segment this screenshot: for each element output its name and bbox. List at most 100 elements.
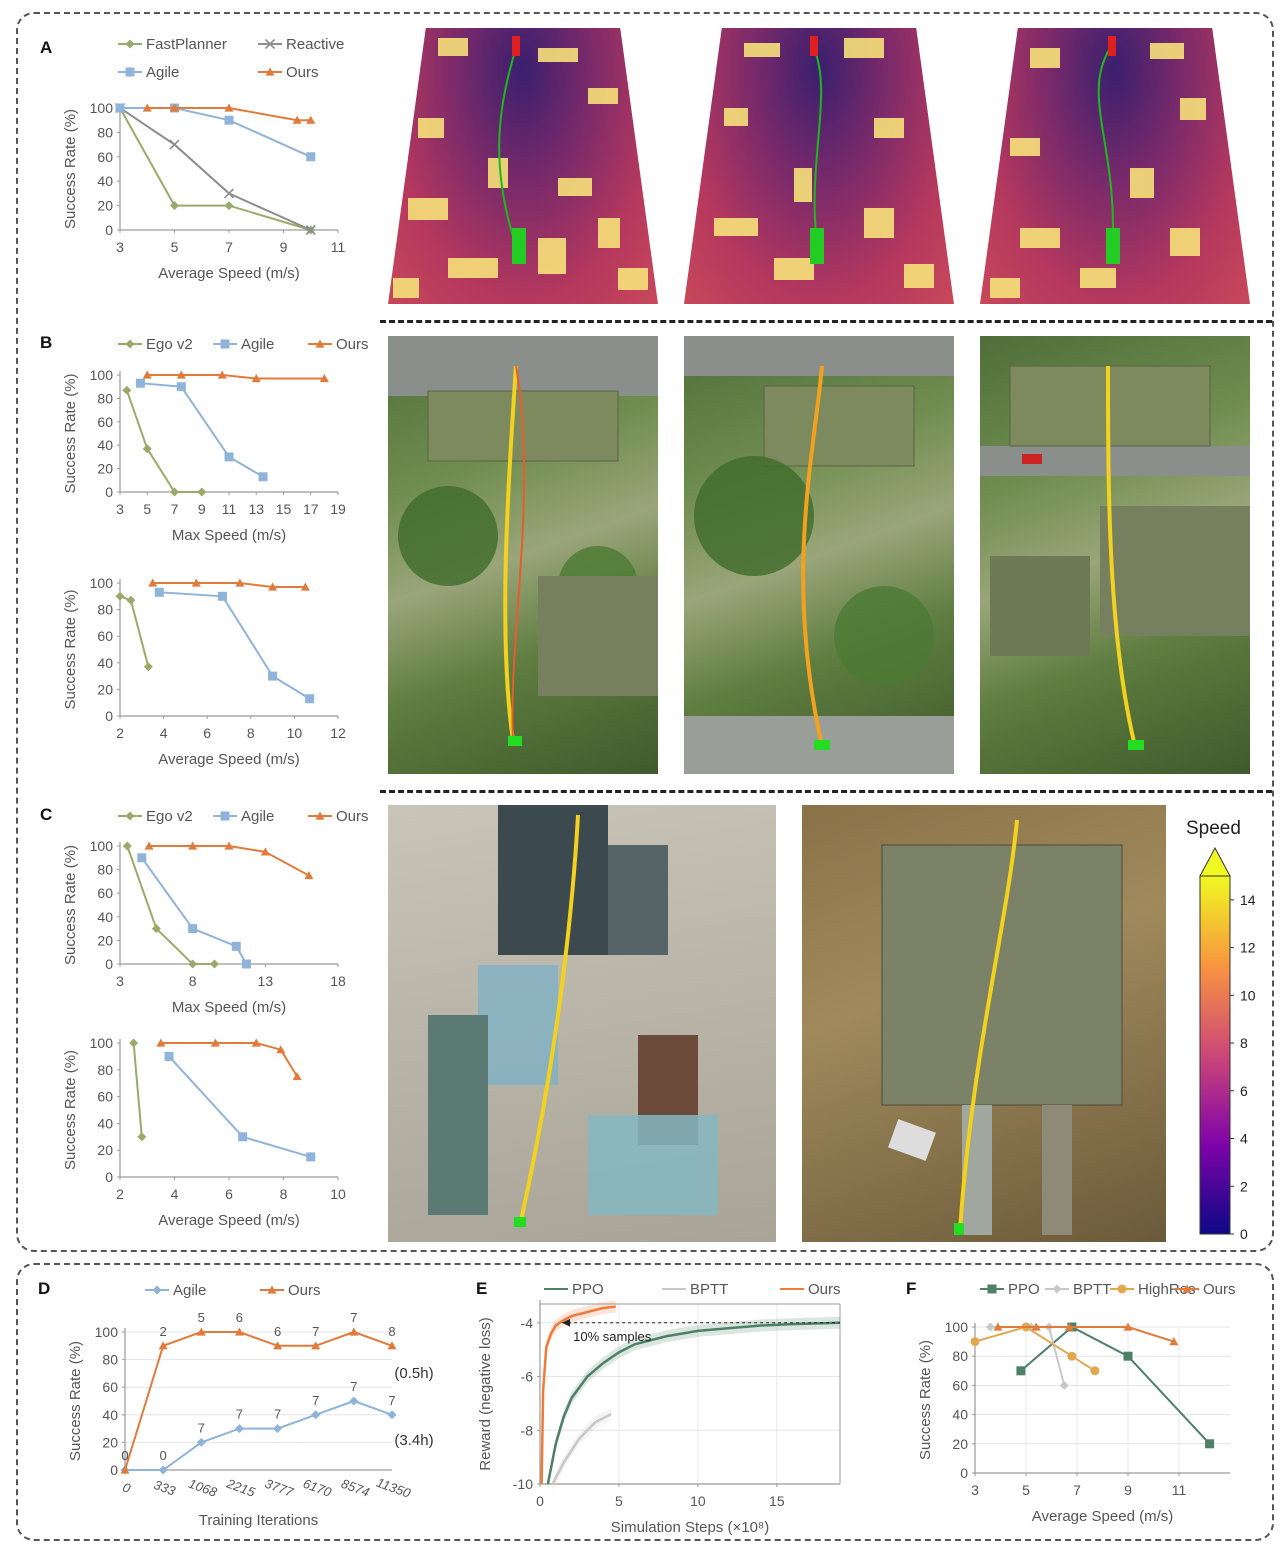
x-tick-label: 11 [222,501,237,517]
data-point-ego-v2 [122,841,132,851]
data-label: 6 [236,1310,243,1325]
y-tick-label: 0 [105,484,113,500]
x-tick-label: 0 [536,1493,544,1509]
data-point-ego-v2 [151,924,161,934]
data-label: 6 [274,1324,281,1339]
x-tick-label: 5 [615,1493,623,1509]
data-point-agile [349,1396,359,1406]
bottom-frame [16,1263,1274,1541]
data-point-agile [224,452,234,462]
legend-marker [220,339,230,349]
aerial-render-1-art [388,336,658,746]
y-tick-label: 40 [102,1407,118,1423]
legend-entry-agile: Agile [146,64,179,81]
y-tick-label: 80 [952,1348,968,1364]
chart-a-success-vs-speed: 0 20 40 60 80 100 3 5 7 9 11 Average Speed (m/s) Suc… [62,36,346,282]
data-point-ours [300,582,310,591]
data-point-ego-v2 [143,662,153,672]
y-tick-label: 0 [105,1169,113,1185]
data-point-reactive-b [305,224,316,236]
data-point-ours [319,374,329,383]
colorbar-rect [1199,875,1231,1235]
data-point-agile [306,152,316,162]
y-tick-label: 0 [960,1465,968,1481]
y-tick-label: 80 [97,862,113,878]
data-point-ego-v2 [170,487,179,497]
annotation-ours-time: (0.5h) [394,1365,433,1382]
x-tick-label: 5 [143,501,151,517]
x-tick-label: 11 [1172,1482,1187,1498]
y-tick-label: 80 [97,1062,113,1078]
data-point-ours [142,370,152,379]
x-tick-label: 4 [160,725,168,741]
data-point-agile [176,382,186,392]
colorbar-title: Speed [1186,818,1241,839]
x-tick-label: 3 [116,239,124,255]
x-tick-label: 2 [116,725,124,741]
series-line-ppo [546,1321,841,1485]
y-tick-label: 20 [102,1434,118,1450]
data-point-agile [137,853,147,863]
x-tick-label: 2215 [224,1475,258,1500]
y-axis-title: Reward (negative loss) [477,1317,494,1470]
x-tick-label: 19 [330,501,346,517]
data-point-reactive-b [169,139,180,150]
industrial-render [388,805,776,1242]
legend-entry-ego-v2: Ego v2 [146,808,193,825]
y-tick-label: 60 [97,149,113,165]
series-line-highres [974,1325,1096,1372]
legend-marker [315,339,325,348]
legend-marker [125,339,135,349]
x-tick-label: 11 [331,239,346,255]
data-point-ours [251,374,261,383]
x-tick-label: 6 [225,1186,233,1202]
legend-marker [125,39,135,49]
y-axis-title: Success Rate (%) [62,1050,79,1170]
data-point-agile [241,959,251,969]
chart-c-average-speed: 0 20 40 60 80 100 2 4 6 8 10 Average Speed (m/s) Suc… [62,1035,346,1229]
x-tick-label: 13 [248,501,264,517]
data-point-highres [1067,1351,1077,1361]
data-point-ppo [1205,1439,1215,1449]
x-tick-label: 12 [330,725,346,741]
x-tick-label: 15 [769,1493,785,1509]
data-point-agile [305,694,315,704]
series-line-agile [159,591,311,700]
annotation-arrow [562,1318,571,1327]
chart-f-success-vs-speed: 0 20 40 60 80 100 3 5 7 9 11 Average Speed (m/s) Suc… [917,1281,1236,1525]
data-point-ours [156,1038,166,1047]
ruins-render-art [881,819,1123,1235]
x-tick-label: 15 [276,501,292,517]
x-tick-label: 9 [1124,1482,1132,1498]
data-point-ours [210,1038,220,1047]
legend-marker [265,67,275,76]
top-frame [16,12,1274,1252]
data-point-ours [292,115,302,124]
x-tick-label: 11350 [374,1475,413,1501]
series-line-ours [160,1042,298,1078]
x-tick-label: 7 [1073,1482,1081,1498]
x-tick-label: 333 [152,1477,178,1499]
colorbar-tick-label: 8 [1240,1035,1248,1051]
data-point-ours [292,1072,302,1081]
data-label: 0 [121,1448,128,1463]
x-tick-label: 8574 [339,1476,371,1500]
data-point-ours [273,1341,283,1350]
y-tick-label: 40 [97,655,113,671]
data-point-bptt [985,1322,995,1332]
legend-marker [152,1285,162,1295]
y-tick-label: 60 [102,1379,118,1395]
series-line-agile [168,1055,312,1158]
data-point-ego-v2 [126,595,136,605]
series-line-ego-v2 [126,845,215,965]
data-point-ours [304,871,314,880]
y-tick-label: 20 [97,461,113,477]
y-tick-label: 60 [97,628,113,644]
data-point-agile [231,941,241,951]
x-tick-label: 8 [280,1186,288,1202]
legend-entry-ppo: PPO [572,1281,604,1298]
data-point-ours [234,1327,244,1336]
legend-entry-highres: HighRes [1138,1281,1196,1298]
colorbar-tick-label: 2 [1240,1178,1248,1194]
